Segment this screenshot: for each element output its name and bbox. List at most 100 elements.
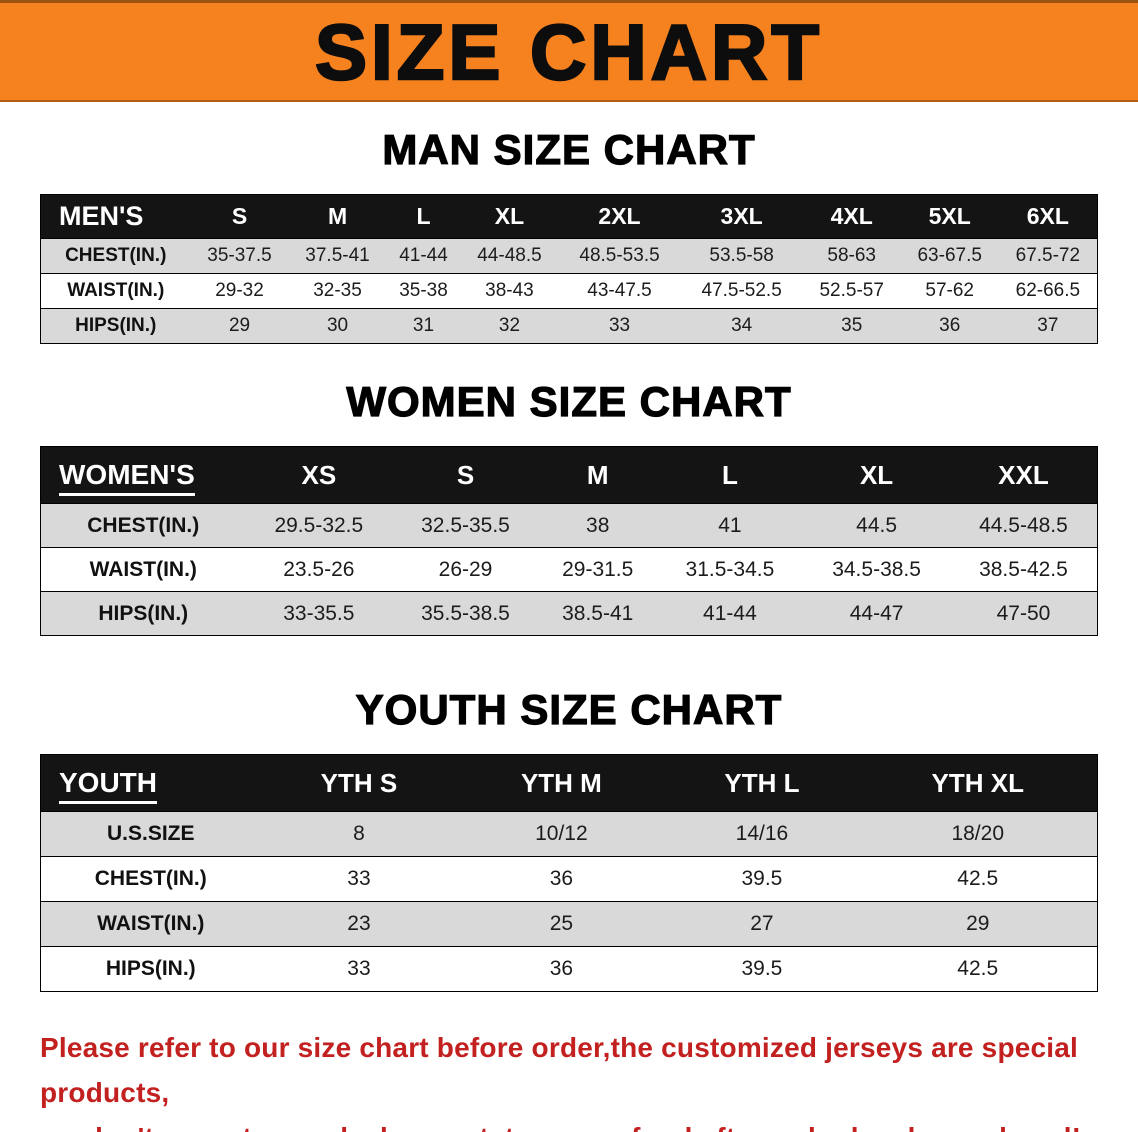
size-value: 23	[347, 912, 371, 935]
row-label: CHEST(IN.)	[87, 513, 200, 537]
table-title-cell: WOMEN'S	[41, 447, 246, 504]
size-value: 36	[549, 957, 574, 980]
header-label: YTH L	[724, 767, 800, 798]
size-value: 34.5-38.5	[832, 557, 921, 581]
header-label: WOMEN'S	[59, 459, 195, 496]
size-value: 33	[347, 867, 371, 890]
table-row: HIPS(IN.) 29 30 31 32 33 34 35 36 37	[40, 308, 1098, 344]
size-column-header: XXL	[950, 447, 1098, 504]
table-row: WAIST(IN.) 23.5-26 26-29 29-31.5 31.5-34.5 34…	[40, 547, 1098, 592]
size-value: 29-31.5	[562, 557, 634, 581]
size-column-header: XL	[460, 195, 558, 239]
size-value: 33-35.5	[283, 601, 355, 625]
size-value: 44.5-48.5	[979, 513, 1068, 537]
table-row: CHEST(IN.) 29.5-32.5 32.5-35.5 38 41 44.5 44.5…	[40, 503, 1098, 548]
table-title-cell: MEN'S	[41, 195, 191, 239]
row-label: WAIST(IN.)	[97, 912, 205, 935]
size-value: 62-66.5	[1015, 280, 1081, 301]
size-value: 32-35	[313, 280, 362, 301]
size-value: 10/12	[535, 822, 588, 845]
page-title: SIZE CHART	[314, 7, 823, 96]
size-value: 32.5-35.5	[421, 513, 510, 537]
women-size-table: WOMEN'S XS S M L XL XXL CHEST(IN.) 29.5-32.5 32.5…	[40, 446, 1098, 636]
row-label: WAIST(IN.)	[89, 557, 197, 581]
table-row: U.S.SIZE 8 10/12 14/16 18/20	[40, 811, 1098, 857]
table-header-row: YOUTH YTH S YTH M YTH L YTH XL	[40, 754, 1098, 812]
size-value: 18/20	[951, 822, 1005, 845]
header-label: YTH S	[320, 767, 398, 798]
size-value: 41-44	[703, 601, 757, 625]
footer-notice-line2: we don't accept cancel, change, teturn o…	[40, 1116, 1100, 1132]
size-column-header: YTH S	[261, 755, 458, 812]
size-value: 44-47	[849, 601, 904, 625]
men-section-heading: MAN SIZE CHART	[382, 125, 756, 173]
size-value: 31.5-34.5	[685, 557, 775, 581]
size-value: 33	[608, 315, 631, 336]
header-label: XS	[301, 459, 337, 490]
size-column-header: 3XL	[681, 195, 803, 239]
size-value: 41-44	[399, 245, 448, 266]
size-column-header: YTH M	[457, 755, 665, 812]
men-size-table: MEN'S S M L XL 2XL 3XL 4XL 5XL 6XL CHEST(IN.) 35-37…	[40, 194, 1098, 344]
row-label: U.S.SIZE	[106, 822, 195, 845]
header-label: 5XL	[928, 203, 971, 229]
size-value: 36	[939, 315, 961, 336]
size-value: 35.5-38.5	[421, 601, 510, 625]
size-value: 63-67.5	[917, 245, 982, 266]
size-value: 35-38	[399, 280, 448, 301]
size-value: 14/16	[735, 822, 789, 845]
size-column-header: S	[392, 447, 539, 504]
size-value: 38-43	[485, 280, 534, 301]
size-value: 8	[353, 822, 365, 845]
size-value: 31	[412, 315, 435, 336]
row-label: HIPS(IN.)	[98, 601, 189, 625]
size-value: 26-29	[438, 557, 493, 581]
header-label: 4XL	[830, 203, 873, 229]
size-value: 34	[731, 315, 753, 336]
table-row: CHEST(IN.) 35-37.5 37.5-41 41-44 44-48.5 48.5…	[40, 238, 1098, 274]
header-label: M	[327, 203, 348, 229]
table-row: WAIST(IN.) 23 25 27 29	[40, 901, 1098, 947]
size-column-header: M	[539, 447, 657, 504]
row-label: CHEST(IN.)	[94, 867, 207, 890]
size-value: 29.5-32.5	[274, 513, 364, 537]
header-label: YTH M	[520, 767, 602, 798]
size-value: 30	[326, 315, 349, 336]
size-value: 29	[228, 315, 251, 336]
header-label: L	[721, 459, 738, 490]
row-label: HIPS(IN.)	[75, 315, 157, 336]
table-header-row: MEN'S S M L XL 2XL 3XL 4XL 5XL 6XL	[40, 194, 1098, 239]
size-value: 39.5	[741, 957, 783, 980]
size-column-header: 4XL	[803, 195, 901, 239]
header-label: S	[456, 459, 475, 490]
size-value: 39.5	[741, 867, 783, 890]
row-label: WAIST(IN.)	[67, 280, 165, 301]
size-column-header: XL	[803, 447, 950, 504]
size-value: 23.5-26	[283, 557, 355, 581]
size-value: 43-47.5	[587, 280, 652, 301]
table-header-row: WOMEN'S XS S M L XL XXL	[40, 446, 1098, 504]
size-value: 27	[750, 912, 774, 935]
size-value: 38.5-42.5	[979, 557, 1068, 581]
table-row: WAIST(IN.) 29-32 32-35 35-38 38-43 43-47.5 47.…	[40, 273, 1098, 309]
size-column-header: M	[289, 195, 387, 239]
size-column-header: L	[387, 195, 461, 239]
size-column-header: S	[191, 195, 289, 239]
header-label: MEN'S	[59, 201, 144, 231]
header-label: 3XL	[720, 203, 763, 229]
size-value: 41	[718, 513, 742, 537]
size-value: 44-48.5	[477, 245, 542, 266]
size-value: 44.5	[856, 513, 898, 537]
table-title-cell: YOUTH	[41, 755, 261, 812]
header-label: XXL	[998, 459, 1049, 490]
size-column-header: YTH L	[665, 755, 858, 812]
size-value: 52.5-57	[819, 280, 884, 301]
size-column-header: 5XL	[901, 195, 999, 239]
size-value: 35	[841, 315, 863, 336]
header-label: YOUTH	[59, 767, 157, 804]
table-row: HIPS(IN.) 33-35.5 35.5-38.5 38.5-41 41-44 44-…	[40, 591, 1098, 636]
table-row: CHEST(IN.) 33 36 39.5 42.5	[40, 856, 1098, 902]
size-value: 47-50	[996, 601, 1051, 625]
size-column-header: 2XL	[558, 195, 680, 239]
size-column-header: 6XL	[999, 195, 1098, 239]
